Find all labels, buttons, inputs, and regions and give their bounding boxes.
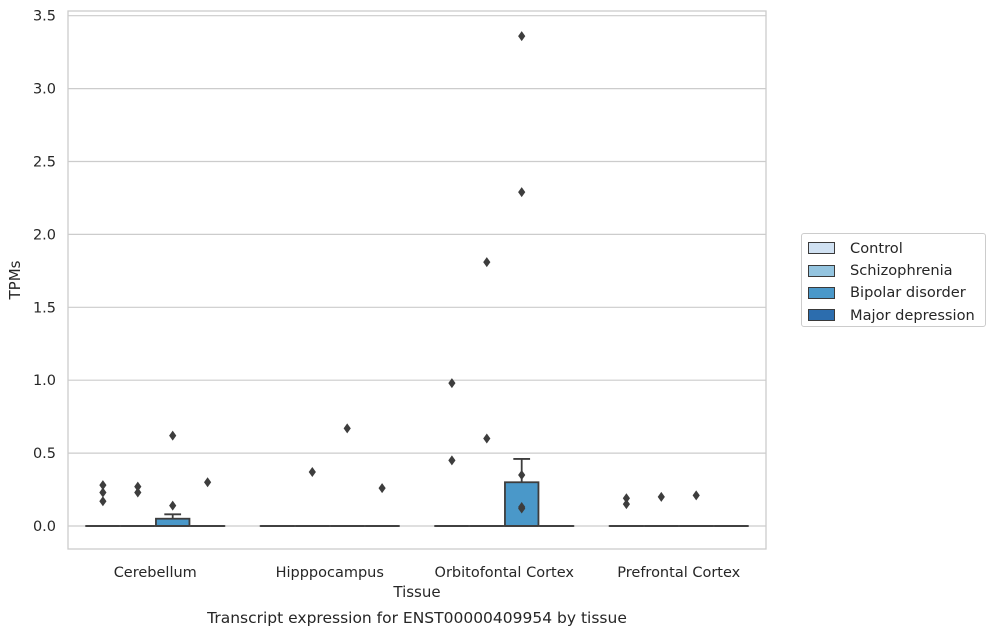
outlier-point [134, 487, 142, 498]
plot-area-frame [67, 10, 767, 550]
outlier-point [483, 257, 491, 268]
outlier-point [692, 490, 700, 501]
outlier-point [169, 500, 177, 511]
legend-item-bipolar-disorder: Bipolar disorder [808, 282, 985, 304]
legend-label: Bipolar disorder [850, 284, 966, 302]
outlier-point [518, 31, 526, 42]
box-series [85, 458, 749, 527]
legend: Control Schizophrenia Bipolar disorder M… [801, 233, 986, 327]
outlier-point [448, 378, 456, 389]
outlier-point [99, 487, 107, 498]
legend-swatch-control [808, 242, 835, 255]
y-tick-labels: 0.0 0.5 1.0 1.5 2.0 2.5 3.0 3.5 [33, 9, 56, 535]
legend-swatch-bipolar-disorder [808, 286, 835, 299]
y-tick-label: 1.0 [33, 373, 56, 389]
outlier-point [518, 187, 526, 198]
x-tick-label: Hipppocampus [276, 565, 384, 581]
outlier-point [657, 491, 665, 502]
outlier-point [518, 502, 526, 513]
outlier-point [622, 499, 630, 510]
outlier-point [622, 493, 630, 504]
outlier-points [99, 31, 700, 514]
outlier-point [343, 423, 351, 434]
outlier-point [378, 483, 386, 494]
y-tick-label: 0.5 [33, 446, 56, 462]
y-tick-label: 2.5 [33, 155, 56, 171]
legend-label: Control [850, 239, 903, 257]
y-tick-label: 3.0 [33, 82, 56, 98]
outlier-point [483, 433, 491, 444]
x-tick-labels: Cerebellum Hipppocampus Orbitofontal Corte… [114, 565, 741, 581]
y-tick-label: 3.5 [33, 9, 56, 25]
y-tick-label: 0.0 [33, 519, 56, 535]
outlier-point [448, 455, 456, 466]
x-tick-label: Cerebellum [114, 565, 197, 581]
outlier-point [308, 467, 316, 478]
legend-swatch-major-depression [808, 309, 835, 322]
outlier-point [518, 469, 526, 480]
y-tick-label: 1.5 [33, 300, 56, 316]
x-tick-label: Prefrontal Cortex [617, 565, 740, 581]
box-body [155, 517, 191, 527]
outlier-point [169, 430, 177, 441]
y-axis-label: TPMs [6, 260, 24, 300]
outlier-point [134, 481, 142, 492]
legend-label: Schizophrenia [850, 262, 953, 280]
x-axis-label: Tissue [392, 583, 440, 601]
outlier-point [99, 480, 107, 491]
chart-title: Transcript expression for ENST0000040995… [206, 609, 627, 627]
legend-label: Major depression [850, 306, 975, 324]
y-tick-label: 2.0 [33, 227, 56, 243]
legend-item-schizophrenia: Schizophrenia [808, 259, 985, 281]
outlier-point [204, 477, 212, 488]
gridlines [68, 15, 766, 527]
outlier-point [99, 496, 107, 507]
box [155, 513, 191, 527]
legend-item-control: Control [808, 237, 985, 259]
legend-swatch-schizophrenia [808, 264, 835, 277]
legend-item-major-depression: Major depression [808, 304, 985, 326]
box [504, 458, 540, 527]
x-tick-label: Orbitofontal Cortex [435, 565, 575, 581]
